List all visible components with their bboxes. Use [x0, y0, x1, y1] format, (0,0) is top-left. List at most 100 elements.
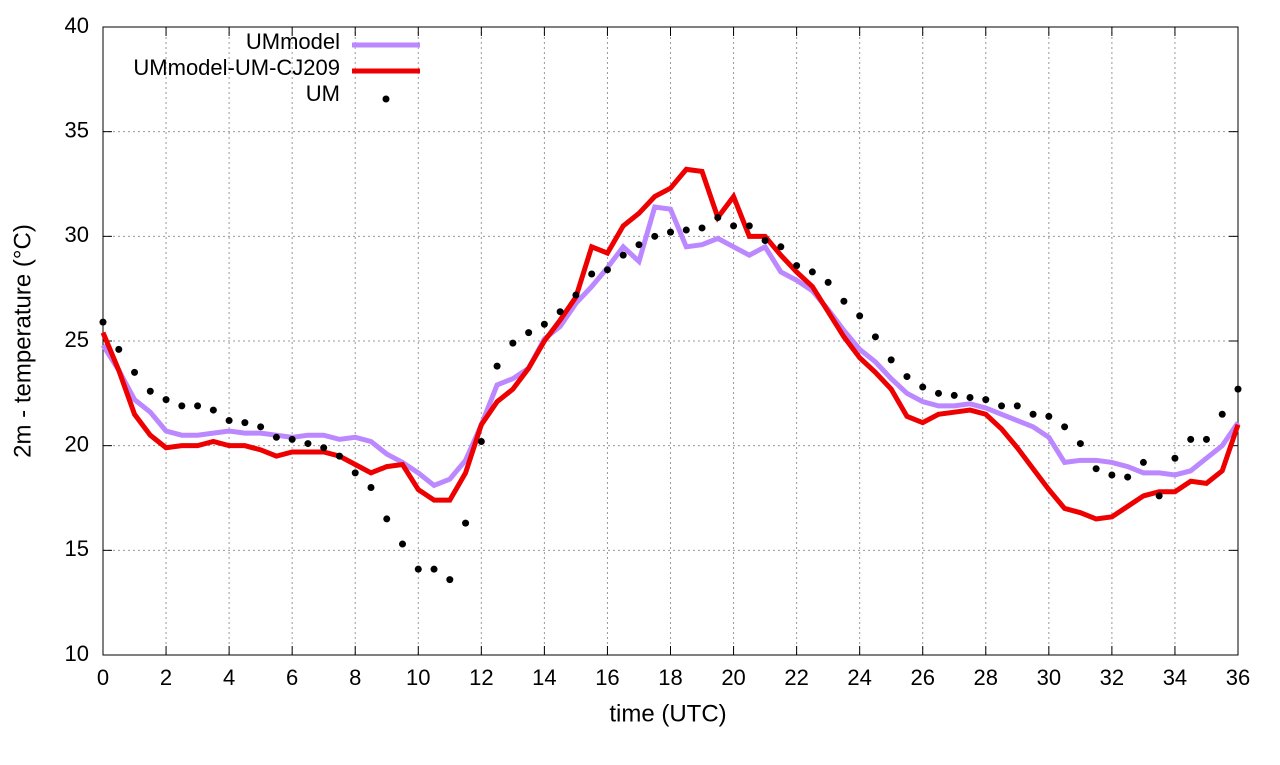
data-point: [194, 402, 202, 410]
legend-swatch: [382, 95, 390, 103]
x-tick-label: 2: [160, 665, 172, 690]
data-point: [178, 402, 186, 410]
data-point: [241, 419, 249, 427]
data-point: [871, 333, 879, 341]
data-point: [446, 576, 454, 584]
data-point: [856, 312, 864, 320]
data-point: [950, 391, 958, 399]
y-tick-label: 10: [65, 641, 89, 666]
x-axis-label: time (UTC): [609, 700, 726, 727]
data-point: [808, 268, 816, 276]
data-point: [903, 373, 911, 381]
data-point: [1155, 492, 1163, 500]
data-point: [209, 406, 217, 414]
data-point: [383, 515, 391, 523]
data-point: [304, 440, 312, 448]
data-line: [100, 166, 1241, 522]
data-point: [667, 228, 674, 236]
data-point: [1076, 440, 1084, 448]
x-tick-label: 18: [658, 665, 682, 690]
plot-frame: [102, 26, 1239, 656]
x-tick-label: 6: [286, 665, 298, 690]
data-point: [1124, 473, 1132, 481]
data-point: [430, 565, 438, 573]
data-point: [1171, 454, 1179, 462]
y-tick-label: 40: [65, 13, 89, 38]
y-tick-label: 20: [65, 431, 89, 456]
x-tick-label: 26: [910, 665, 934, 690]
data-point: [840, 297, 848, 305]
y-tick-label: 35: [65, 117, 89, 142]
x-tick-label: 0: [97, 665, 109, 690]
y-tick-label: 15: [65, 536, 89, 561]
data-point: [761, 237, 769, 245]
data-point: [777, 243, 785, 251]
data-point: [320, 444, 328, 452]
data-point: [1218, 410, 1226, 418]
x-tick-label: 28: [974, 665, 998, 690]
data-point: [1061, 423, 1069, 431]
x-tick-label: 24: [847, 665, 871, 690]
data-point: [824, 278, 832, 286]
data-point: [1092, 465, 1100, 473]
data-point: [1139, 458, 1147, 466]
data-point: [698, 224, 706, 232]
data-point: [131, 368, 139, 376]
data-point: [399, 540, 407, 548]
data-point: [1234, 385, 1242, 393]
data-point: [1045, 412, 1053, 420]
data-point: [651, 232, 659, 240]
data-point: [462, 519, 470, 527]
y-axis-label: 2m - temperature (°C): [9, 224, 36, 458]
data-point: [730, 222, 738, 230]
x-tick-label: 12: [469, 665, 493, 690]
data-point: [493, 362, 501, 370]
x-tick-label: 20: [721, 665, 745, 690]
data-point: [225, 417, 233, 425]
data-point: [146, 387, 154, 395]
y-tick-label: 25: [65, 327, 89, 352]
data-point: [509, 339, 517, 347]
data-point: [714, 213, 722, 221]
data-point: [99, 318, 107, 326]
data-point: [367, 484, 375, 492]
data-point: [887, 356, 895, 364]
legend-label: UMmodel: [246, 29, 340, 54]
data-point: [934, 389, 942, 397]
data-point: [682, 226, 690, 234]
data-point: [556, 308, 564, 316]
data-point: [414, 565, 422, 573]
legend-label: UM: [306, 81, 340, 106]
data-point: [162, 396, 170, 404]
x-tick-label: 22: [784, 665, 808, 690]
data-point: [525, 329, 533, 337]
x-tick-label: 36: [1226, 665, 1250, 690]
x-tick-label: 16: [595, 665, 619, 690]
legend-label: UMmodel-UM-CJ209: [133, 55, 340, 80]
data-point: [966, 394, 974, 402]
data-point: [572, 291, 580, 299]
data-point: [351, 469, 359, 477]
x-tick-label: 8: [349, 665, 361, 690]
data-point: [982, 396, 990, 404]
x-tick-label: 32: [1100, 665, 1124, 690]
data-point: [919, 383, 927, 391]
x-tick-label: 10: [406, 665, 430, 690]
data-point: [272, 433, 280, 441]
data-point: [1187, 435, 1195, 443]
data-point: [477, 437, 485, 445]
data-point: [603, 266, 611, 274]
data-point: [619, 251, 627, 259]
data-point: [115, 345, 123, 353]
x-tick-label: 30: [1037, 665, 1061, 690]
data-point: [635, 241, 643, 249]
data-point: [1029, 410, 1037, 418]
data-point: [1108, 471, 1116, 479]
y-tick-label: 30: [65, 222, 89, 247]
x-tick-label: 34: [1163, 665, 1187, 690]
data-point: [257, 423, 265, 431]
x-tick-label: 4: [223, 665, 235, 690]
data-point: [1202, 435, 1210, 443]
